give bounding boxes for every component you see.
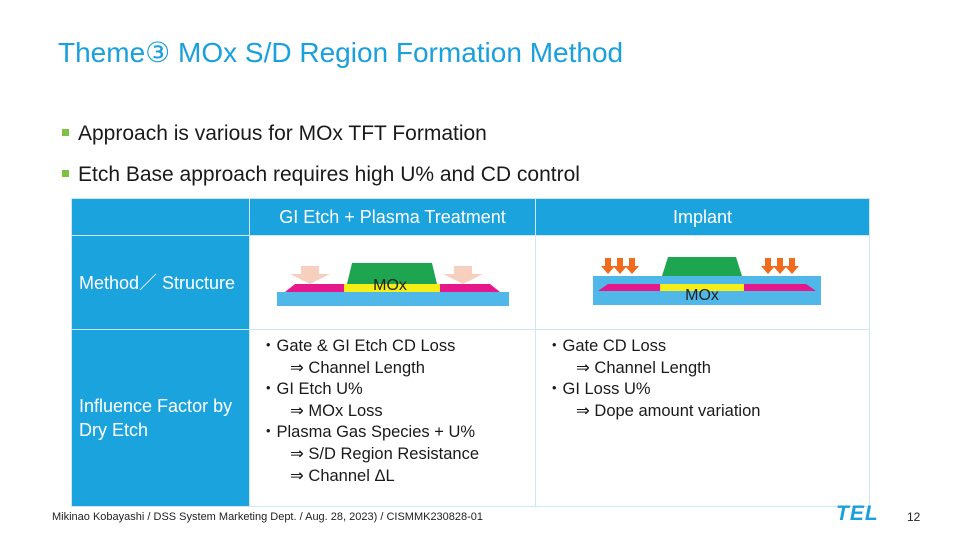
implant-arrow-icon <box>785 258 799 274</box>
bullet-item: Approach is various for MOx TFT Formatio… <box>62 113 580 154</box>
bullet-text: Approach is various for MOx TFT Formatio… <box>78 122 487 145</box>
influence-line: ⇒ Channel Length <box>576 358 711 377</box>
implant-arrow-icon <box>773 258 787 274</box>
substrate-layer <box>277 292 509 306</box>
influence-line: ・Plasma Gas Species + U% <box>260 423 476 442</box>
gi-etch-influence-cell: ・Gate & GI Etch CD Loss ⇒ Channel Length ・… <box>249 329 536 507</box>
header-implant: Implant <box>535 198 870 236</box>
implant-arrow-icon <box>625 258 639 274</box>
bullet-item: Etch Base approach requires high U% and … <box>62 154 580 195</box>
table-header-row: GI Etch + Plasma Treatment Implant <box>71 198 870 236</box>
plasma-arrow-icon <box>290 266 330 284</box>
row-label-structure: Method／ Structure <box>71 235 250 330</box>
page-number: 12 <box>907 510 921 524</box>
mox-channel <box>344 284 440 292</box>
gi-etch-diagram-svg: MOx <box>277 263 509 306</box>
bullet-text: Etch Base approach requires high U% and … <box>78 163 580 186</box>
influence-line: ⇒ S/D Region Resistance <box>290 444 479 463</box>
header-corner-cell <box>71 198 250 236</box>
gate-electrode <box>662 257 742 276</box>
influence-line: ⇒ Channel ΔL <box>290 466 395 485</box>
implant-influence-cell: ・Gate CD Loss ⇒ Channel Length ・GI Loss U%… <box>535 329 870 507</box>
bullet-square-icon <box>62 170 69 177</box>
implant-structure-diagram: MOx <box>535 235 870 330</box>
influence-line: ・Gate CD Loss <box>546 337 667 355</box>
implant-arrow-icon <box>761 258 775 274</box>
bullet-list: Approach is various for MOx TFT Formatio… <box>62 113 580 195</box>
header-gi-etch: GI Etch + Plasma Treatment <box>249 198 536 236</box>
mox-channel <box>660 284 744 291</box>
slide-title: Theme③ MOx S/D Region Formation Method <box>58 37 624 68</box>
implant-arrow-icon <box>613 258 627 274</box>
influence-line: ・GI Loss U% <box>546 380 651 399</box>
influence-line: ⇒ MOx Loss <box>290 401 383 420</box>
table-row-structure: Method／ Structure MOx MOx <box>71 235 870 330</box>
mox-diagram-label: MOx <box>685 287 719 304</box>
bullet-square-icon <box>62 129 69 136</box>
comparison-table: GI Etch + Plasma Treatment Implant Metho… <box>71 198 870 507</box>
table-row-influence: Influence Factor by Dry Etch ・Gate & GI … <box>71 329 870 507</box>
implant-diagram-svg: MOx <box>593 257 821 305</box>
influence-line: ・GI Etch U% <box>260 380 363 399</box>
plasma-arrow-icon <box>443 266 483 284</box>
influence-line: ⇒ Dope amount variation <box>576 401 761 420</box>
footer-text: Mikinao Kobayashi / DSS System Marketing… <box>52 511 484 523</box>
mox-diagram-label: MOx <box>373 277 407 294</box>
influence-line: ・Gate & GI Etch CD Loss <box>260 337 456 355</box>
gi-etch-structure-diagram: MOx <box>249 235 536 330</box>
influence-line: ⇒ Channel Length <box>290 358 425 377</box>
gate-electrode <box>347 263 437 284</box>
tel-logo: TEL <box>836 502 879 525</box>
implant-arrow-icon <box>601 258 615 274</box>
row-label-influence: Influence Factor by Dry Etch <box>71 329 250 507</box>
